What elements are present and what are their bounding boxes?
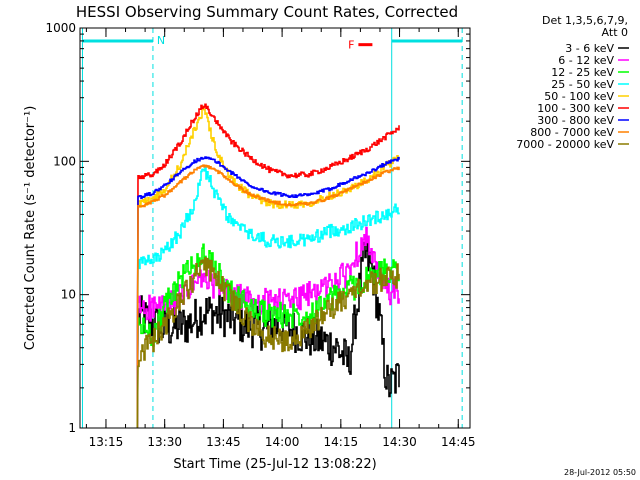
- night-markers: [81, 28, 463, 428]
- y-tick-label: 100: [53, 154, 76, 168]
- legend-entry-label: 25 - 50 keV: [551, 78, 614, 91]
- series-lines: [136, 103, 400, 429]
- y-tick-label: 1: [68, 421, 76, 435]
- legend-entry-label: 100 - 300 keV: [537, 102, 614, 115]
- generation-timestamp: 28-Jul-2012 05:50: [564, 468, 636, 477]
- series-line: [136, 164, 400, 429]
- x-axis-label: Start Time (25-Jul-12 13:08:22): [173, 457, 376, 472]
- legend-entry-label: 300 - 800 keV: [537, 114, 614, 127]
- series-line: [136, 156, 400, 429]
- x-tick-label: 13:30: [147, 435, 182, 449]
- night-label: N: [157, 34, 165, 47]
- x-tick-label: 14:30: [382, 435, 417, 449]
- plot-frame: [79, 27, 471, 429]
- y-tick-label: 1000: [45, 21, 76, 35]
- legend-header: Att 0: [602, 26, 628, 39]
- legend-entry-label: 800 - 7000 keV: [530, 126, 614, 139]
- series-line: [136, 105, 400, 429]
- legend-entry-label: 7000 - 20000 keV: [516, 138, 614, 151]
- legend-entry-label: 50 - 100 keV: [544, 90, 614, 103]
- flare-label: F: [348, 39, 354, 52]
- legend-entry-label: 6 - 12 keV: [558, 54, 614, 67]
- series-line: [136, 103, 400, 429]
- series-line: [136, 257, 400, 429]
- x-tick-label: 14:15: [324, 435, 359, 449]
- legend-entry-label: 3 - 6 keV: [565, 42, 614, 55]
- x-tick-label: 14:45: [441, 435, 476, 449]
- series-line: [136, 241, 400, 429]
- x-tick-label: 13:15: [89, 435, 124, 449]
- legend-entry-label: 12 - 25 keV: [551, 66, 614, 79]
- y-axis-label: Corrected Count Rate (s⁻¹ detector⁻¹): [23, 106, 38, 351]
- x-tick-label: 13:45: [206, 435, 241, 449]
- chart-title: HESSI Observing Summary Count Rates, Cor…: [76, 3, 458, 21]
- series-line: [136, 165, 400, 429]
- x-axis: 13:15 13:30 13:45 14:00 14:15 14:30 14:45: [85, 28, 476, 449]
- y-axis: 1 10 100 1000: [45, 21, 470, 435]
- y-tick-label: 10: [61, 288, 76, 302]
- legend-header: Det 1,3,5,6,7,9,: [542, 14, 628, 27]
- x-tick-label: 14:00: [265, 435, 300, 449]
